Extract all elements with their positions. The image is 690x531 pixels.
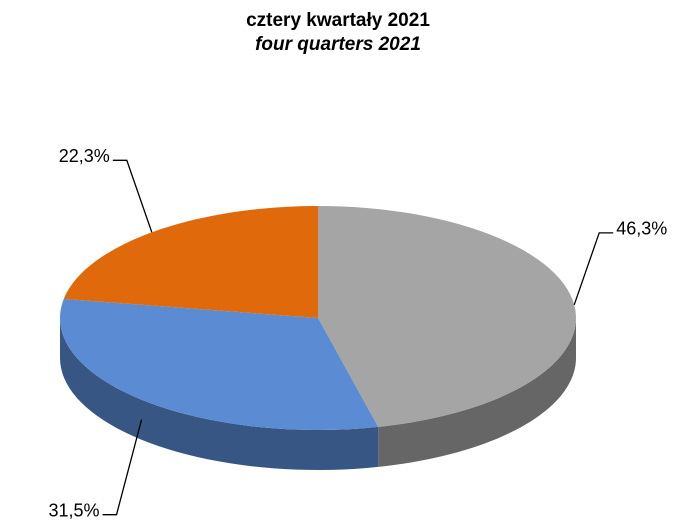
data-label: 22,3% bbox=[59, 146, 110, 166]
leader-line bbox=[102, 419, 143, 516]
leader-line bbox=[112, 159, 153, 233]
chart-title: cztery kwartały 2021 bbox=[246, 10, 430, 31]
pie-slice bbox=[63, 206, 318, 318]
pie-slice-side bbox=[60, 318, 379, 470]
data-label: 46,3% bbox=[616, 219, 667, 239]
pie-slice bbox=[60, 298, 379, 430]
pie-slice bbox=[318, 206, 576, 427]
chart-subtitle: four quarters 2021 bbox=[255, 34, 421, 55]
pie-slice-side bbox=[378, 318, 576, 467]
data-label: 31,5% bbox=[48, 500, 99, 520]
leader-line bbox=[573, 232, 614, 306]
